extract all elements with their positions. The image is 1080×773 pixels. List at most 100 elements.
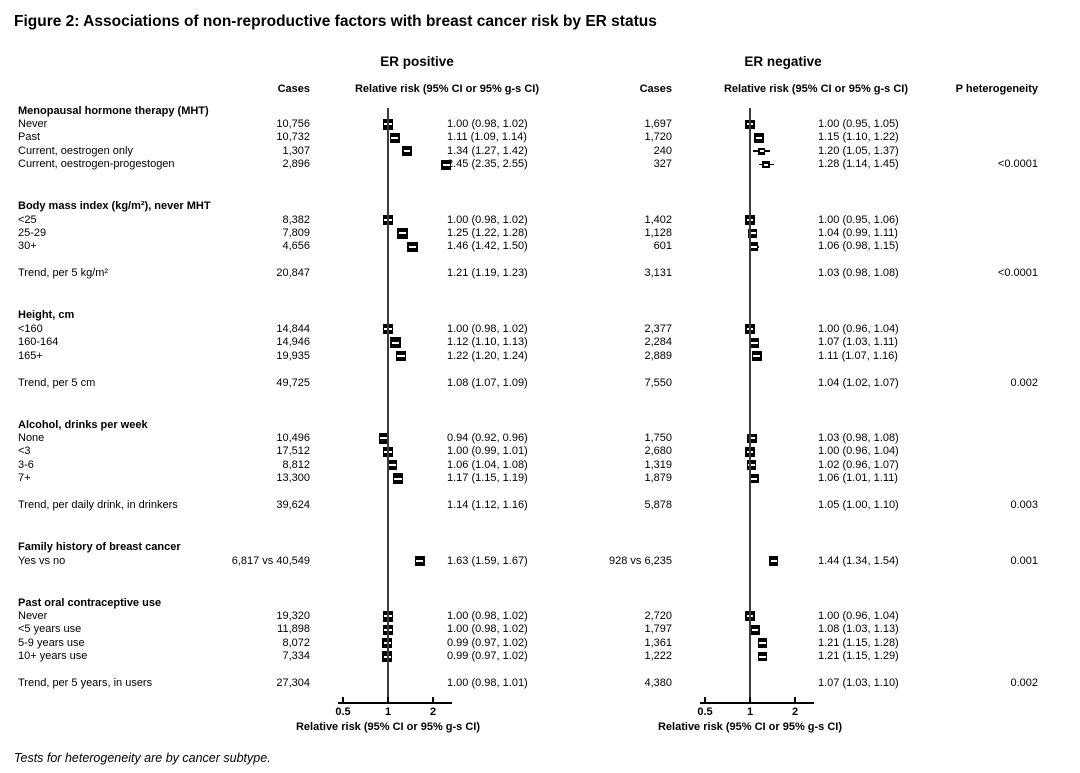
section-header: Height, cm xyxy=(18,309,75,322)
x-axis-tick xyxy=(342,697,344,702)
relative-risk-value: 1.04 (0.99, 1.11) xyxy=(818,226,898,239)
p-heterogeneity-value: 0.002 xyxy=(1010,376,1038,389)
cases-value: 601 xyxy=(653,240,672,253)
marker-slit xyxy=(750,477,758,480)
row-label: 30+ xyxy=(18,240,37,253)
relative-risk-value: 1.00 (0.98, 1.02) xyxy=(447,609,528,622)
cases-value: 4,656 xyxy=(282,240,310,253)
cases-value: 1,797 xyxy=(644,623,672,636)
cases-value: 2,284 xyxy=(644,336,672,349)
x-axis-tick xyxy=(432,697,434,702)
relative-risk-value: 1.00 (0.96, 1.04) xyxy=(818,445,899,458)
marker-slit xyxy=(770,560,777,562)
relative-risk-value: 1.20 (1.05, 1.37) xyxy=(818,144,899,157)
relative-risk-value: 1.15 (1.10, 1.22) xyxy=(818,131,899,144)
row-label: Never xyxy=(18,609,48,622)
relative-risk-value: 1.06 (1.01, 1.11) xyxy=(818,472,898,485)
relative-risk-value: 1.02 (0.96, 1.07) xyxy=(818,458,899,471)
cases-value: 2,889 xyxy=(644,349,672,362)
relative-risk-value: 1.34 (1.27, 1.42) xyxy=(447,144,528,157)
section-header: Body mass index (kg/m²), never MHT xyxy=(18,200,211,213)
x-axis-tick-label: 1 xyxy=(384,706,392,718)
cases-value: 2,680 xyxy=(644,445,672,458)
x-axis-tick xyxy=(387,697,389,702)
x-axis-tick-label: 0.5 xyxy=(335,706,351,718)
marker-slit xyxy=(753,355,761,357)
relative-risk-value: 1.44 (1.34, 1.54) xyxy=(818,554,899,567)
cases-value: 19,935 xyxy=(276,349,310,362)
relative-risk-value: 1.08 (1.03, 1.13) xyxy=(818,623,899,636)
marker-slit xyxy=(403,150,411,153)
row-label: Trend, per 5 cm xyxy=(18,376,96,389)
relative-risk-value: 0.99 (0.97, 1.02) xyxy=(447,650,528,663)
relative-risk-value: 1.00 (0.99, 1.01) xyxy=(447,445,528,458)
row-label: <25 xyxy=(18,213,37,226)
relative-risk-value: 1.00 (0.95, 1.06) xyxy=(818,213,899,226)
relative-risk-value: 0.99 (0.97, 1.02) xyxy=(447,636,528,649)
marker-slit xyxy=(748,464,755,467)
p-heterogeneity-value: <0.0001 xyxy=(997,267,1038,280)
relative-risk-value: 1.21 (1.15, 1.29) xyxy=(818,650,899,663)
cases-value: 240 xyxy=(653,144,672,157)
marker-slit xyxy=(388,464,396,467)
x-axis-line xyxy=(700,702,814,704)
cases-value: 1,307 xyxy=(282,144,310,157)
marker-slit xyxy=(750,245,757,248)
cases-value: 11,898 xyxy=(277,623,310,636)
cases-value: 7,809 xyxy=(282,226,310,239)
cases-value: 17,512 xyxy=(276,445,310,458)
x-axis-tick xyxy=(749,697,751,702)
marker-slit xyxy=(442,163,450,166)
x-axis-tick-label: 2 xyxy=(429,706,437,718)
x-axis-tick-label: 1 xyxy=(746,706,754,718)
row-label: 7+ xyxy=(18,472,31,485)
x-axis-tick xyxy=(794,697,796,702)
marker-slit xyxy=(398,232,407,235)
cases-value: 14,844 xyxy=(276,322,310,335)
relative-risk-value: 1.46 (1.42, 1.50) xyxy=(447,240,528,253)
cases-value: 10,496 xyxy=(276,431,310,444)
cases-value: 1,128 xyxy=(644,226,672,239)
relative-risk-value: 1.03 (0.98, 1.08) xyxy=(818,431,899,444)
cases-value: 1,750 xyxy=(644,431,672,444)
marker-slit xyxy=(750,341,758,344)
relative-risk-value: 1.07 (1.03, 1.10) xyxy=(818,677,899,690)
panel-title-er-positive: ER positive xyxy=(380,54,454,69)
cases-value: 1,879 xyxy=(644,472,672,485)
row-label: 160-164 xyxy=(18,336,59,349)
relative-risk-value: 1.00 (0.98, 1.02) xyxy=(447,322,528,335)
row-label: None xyxy=(18,431,45,444)
relative-risk-value: 1.22 (1.20, 1.24) xyxy=(447,349,528,362)
row-label: Current, oestrogen-progestogen xyxy=(18,158,175,171)
cases-value: 1,402 xyxy=(644,213,672,226)
relative-risk-value: 1.07 (1.03, 1.11) xyxy=(818,336,898,349)
column-header-relative-risk-er-positive: Relative risk (95% CI or 95% g-s CI) xyxy=(354,83,539,95)
figure-title: Figure 2: Associations of non-reproducti… xyxy=(14,13,657,30)
p-heterogeneity-value: <0.0001 xyxy=(997,158,1038,171)
cases-value: 8,812 xyxy=(282,458,310,471)
marker-slit xyxy=(759,642,766,645)
x-axis-tick-label: 2 xyxy=(791,706,799,718)
row-label: Yes vs no xyxy=(18,554,66,567)
section-header: Past oral contraceptive use xyxy=(18,596,162,609)
row-label: Never xyxy=(18,117,48,130)
cases-value: 2,377 xyxy=(644,322,672,335)
cases-value: 1,319 xyxy=(644,458,672,471)
marker-slit xyxy=(751,628,759,631)
row-label: Trend, per 5 years, in users xyxy=(18,677,153,690)
cases-value: 39,624 xyxy=(276,499,310,512)
cases-value: 928 vs 6,235 xyxy=(609,554,672,567)
marker-slit xyxy=(749,232,756,235)
row-label: 3-6 xyxy=(18,458,34,471)
cases-value: 19,320 xyxy=(276,609,310,622)
relative-risk-value: 1.06 (1.04, 1.08) xyxy=(447,458,528,471)
row-label: 25-29 xyxy=(18,226,47,239)
cases-value: 14,946 xyxy=(276,336,310,349)
relative-risk-value: 0.94 (0.92, 0.96) xyxy=(447,431,528,444)
cases-value: 49,725 xyxy=(276,376,310,389)
row-label: 165+ xyxy=(18,349,43,362)
relative-risk-value: 1.00 (0.96, 1.04) xyxy=(818,322,899,335)
relative-risk-value: 1.11 (1.07, 1.16) xyxy=(818,349,898,362)
relative-risk-value: 1.05 (1.00, 1.10) xyxy=(818,499,899,512)
relative-risk-value: 1.00 (0.98, 1.02) xyxy=(447,213,528,226)
